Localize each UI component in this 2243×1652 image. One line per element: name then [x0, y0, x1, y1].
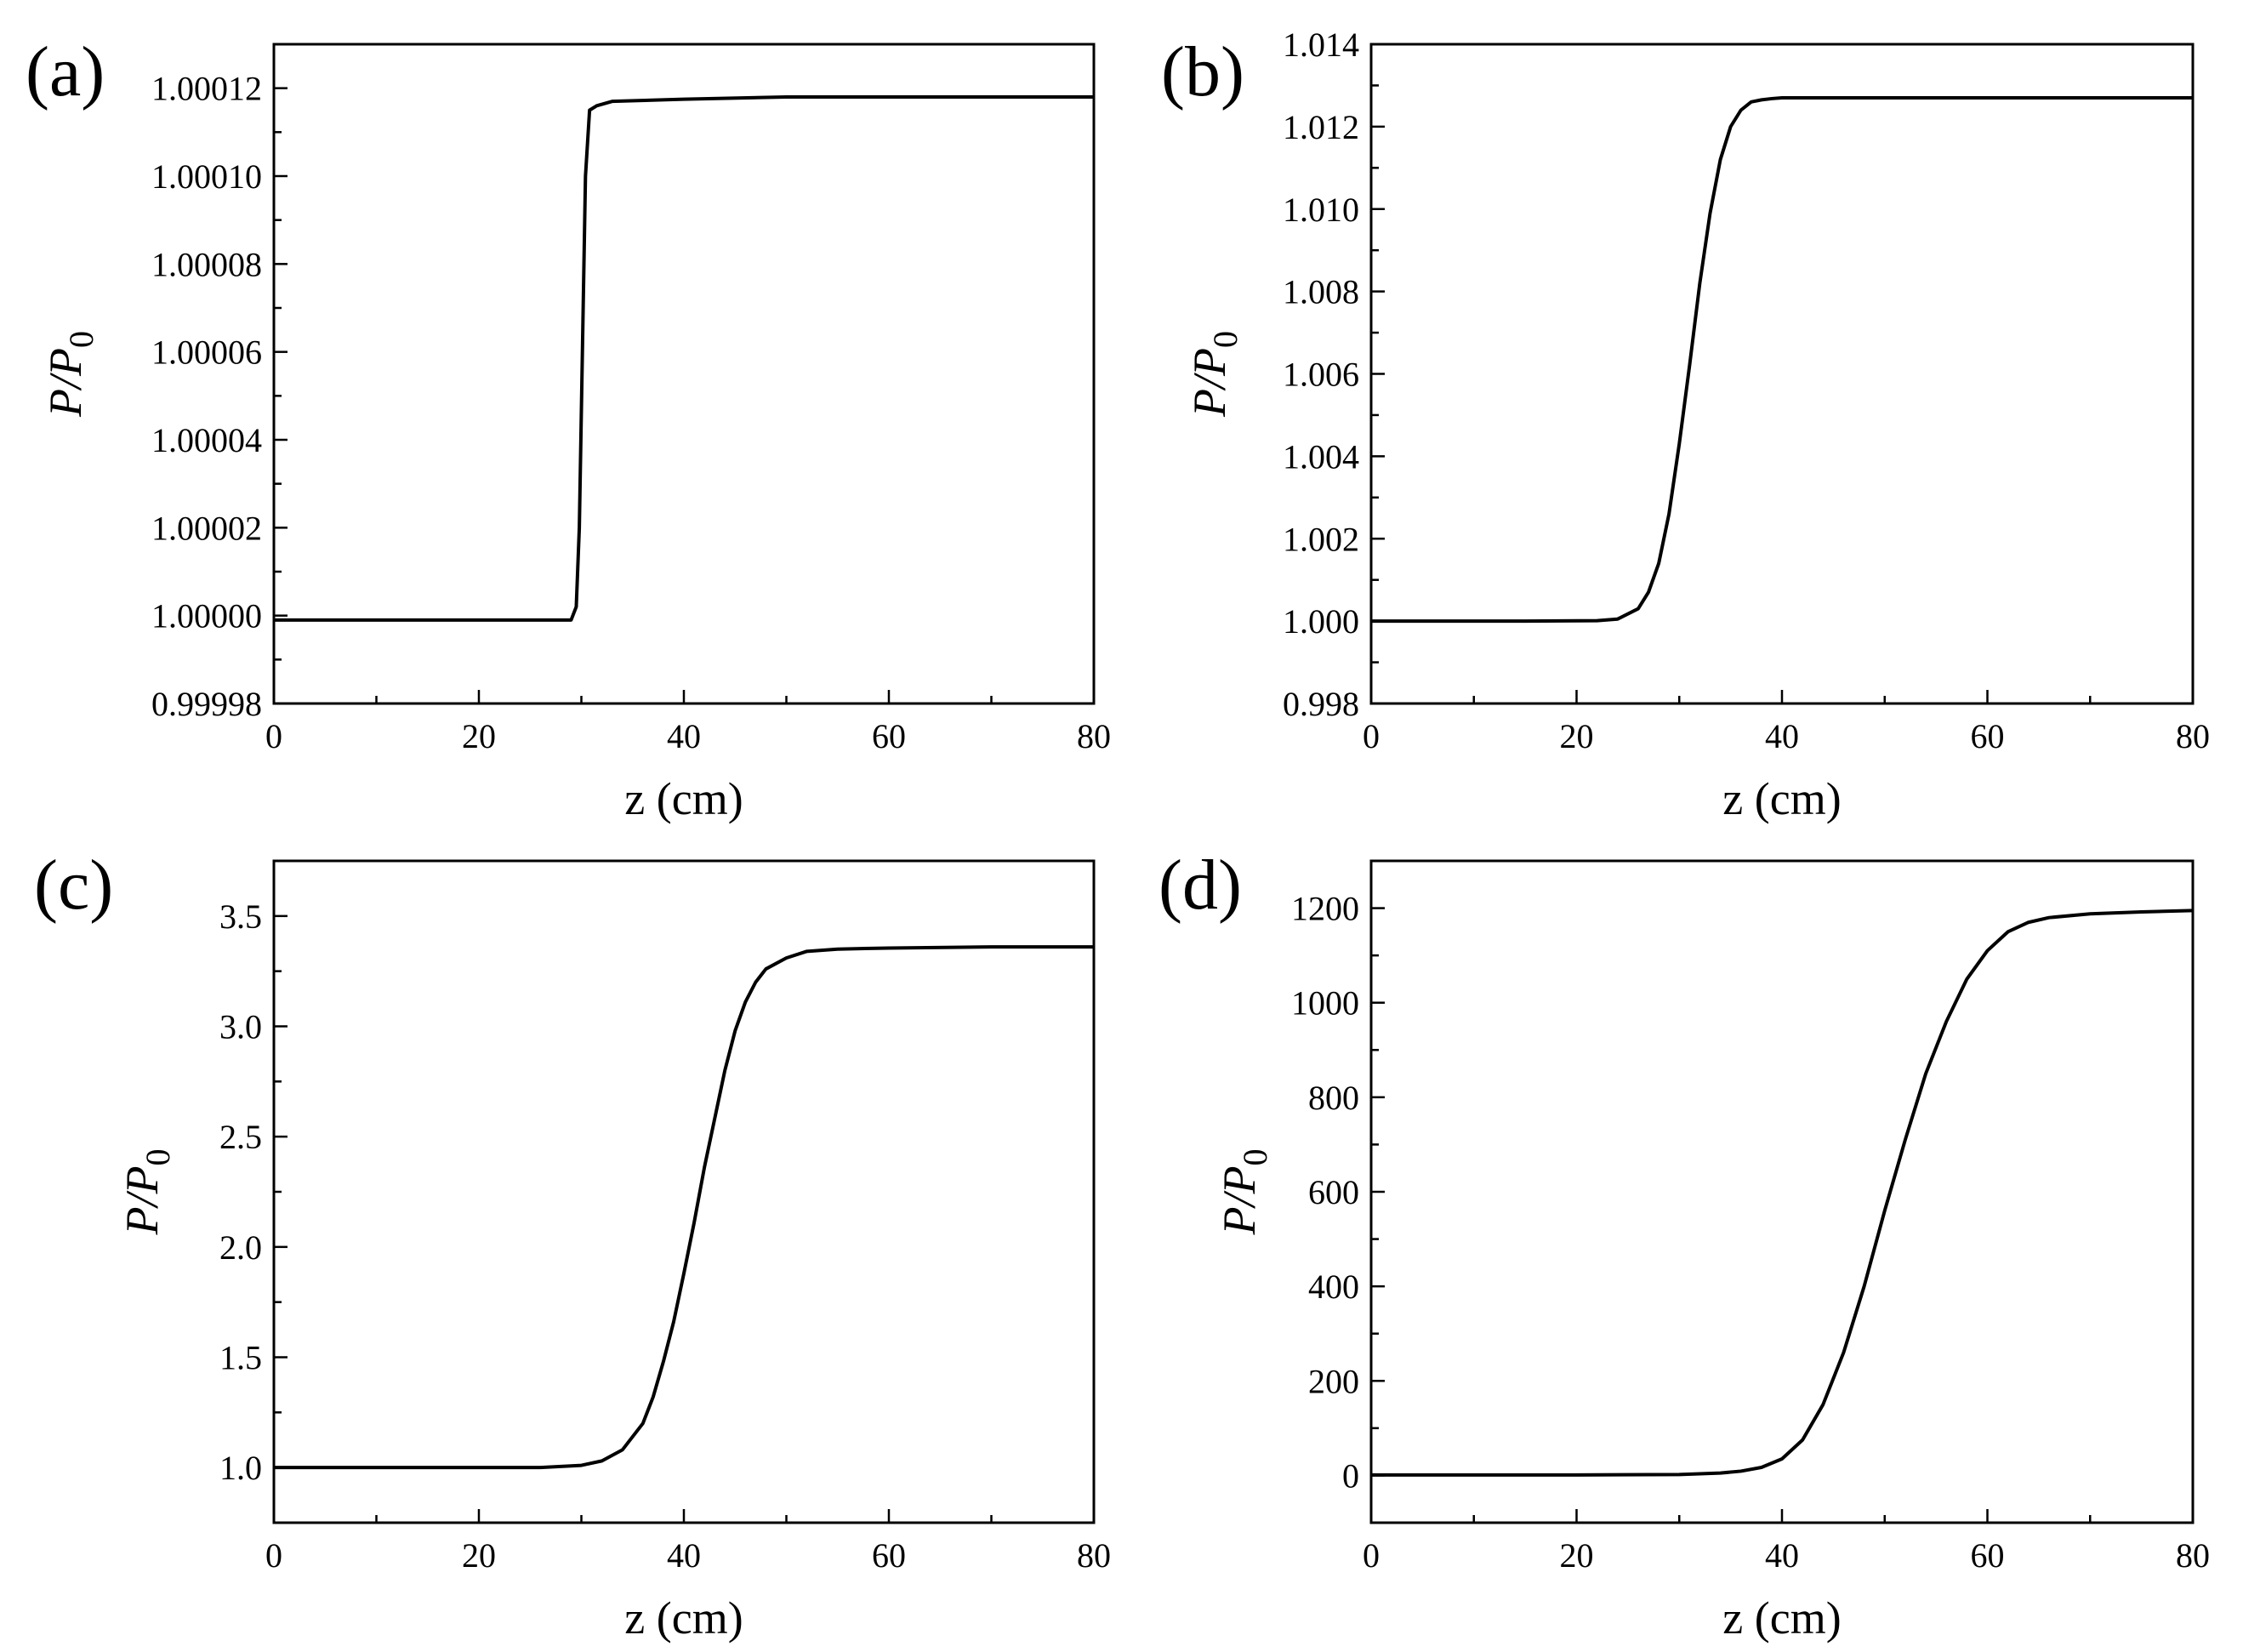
y-tick-label: 1.00004 — [151, 421, 262, 459]
y-tick-label: 2.5 — [219, 1118, 262, 1156]
x-tick-label: 40 — [667, 1536, 701, 1575]
y-tick-label: 600 — [1308, 1173, 1359, 1211]
chart-panel-1: 0 20 40 60 80 0.99998 1.00000 1.00002 1.00004 1.0… — [26, 32, 1111, 824]
y-tick-label: 0 — [1342, 1456, 1359, 1495]
y-tick-label: 1200 — [1291, 890, 1359, 928]
plot-frame — [272, 43, 1096, 705]
y-axis-title-main: P/P — [1184, 348, 1235, 418]
panel-label: (b) — [1161, 32, 1244, 111]
x-tick-label: 0 — [1363, 717, 1380, 755]
y-axis-title-subscript: 0 — [62, 331, 100, 348]
y-tick-label: 1000 — [1291, 984, 1359, 1023]
y-axis-title-main: P/P — [40, 348, 91, 418]
plot-frame — [1369, 859, 2195, 1524]
series-line — [274, 945, 1094, 1470]
y-tick-label: 1.002 — [1283, 520, 1359, 558]
x-axis-title: z (cm) — [1722, 773, 1841, 824]
x-tick-label: 40 — [1765, 1536, 1799, 1575]
y-tick-label: 1.00010 — [151, 157, 262, 196]
y-axis-title-main: P/P — [1214, 1166, 1265, 1236]
x-tick-label: 0 — [1363, 1536, 1380, 1575]
y-tick-label: 1.006 — [1283, 356, 1359, 394]
x-tick-label: 40 — [667, 717, 701, 755]
x-tick-label: 20 — [1560, 1536, 1594, 1575]
y-axis-title: P/P0 — [117, 1149, 177, 1236]
y-tick-label: 1.008 — [1283, 273, 1359, 311]
x-tick-label: 60 — [1971, 717, 2005, 755]
y-tick-label: 3.5 — [219, 897, 262, 936]
series-line — [1371, 95, 2193, 624]
y-axis-title: P/P0 — [40, 331, 100, 418]
plot-frame — [1369, 43, 2195, 705]
x-tick-label: 80 — [2176, 717, 2210, 755]
y-tick-label: 400 — [1308, 1267, 1359, 1306]
x-axis-title: z (cm) — [1722, 1592, 1841, 1643]
x-tick-label: 80 — [1077, 1536, 1111, 1575]
y-tick-label: 0.998 — [1283, 685, 1359, 723]
x-tick-label: 0 — [265, 1536, 282, 1575]
y-tick-label: 0.99998 — [151, 685, 262, 723]
y-tick-label: 1.5 — [219, 1339, 262, 1377]
x-tick-label: 80 — [1077, 717, 1111, 755]
x-tick-label: 80 — [2176, 1536, 2210, 1575]
chart-panel-3: 0 20 40 60 801.01.52.02.53.03.5z (cm)P/P0(c) — [34, 846, 1111, 1643]
x-tick-label: 40 — [1765, 717, 1799, 755]
x-tick-label: 60 — [1971, 1536, 2005, 1575]
x-tick-label: 60 — [872, 717, 906, 755]
plot-frame — [272, 859, 1096, 1524]
y-axis-title-subscript: 0 — [1236, 1149, 1274, 1166]
series-line — [1371, 909, 2194, 1477]
y-axis-title-main: P/P — [117, 1166, 168, 1236]
y-tick-label: 800 — [1308, 1079, 1359, 1117]
y-axis-title-subscript: 0 — [1206, 331, 1244, 348]
chart-panel-2: 0 20 40 60 80 0.998 1.000 1.002 1.004 1.006 1.008 1… — [1161, 26, 2210, 824]
y-tick-label: 1.00006 — [151, 333, 262, 372]
y-tick-label: 1.00002 — [151, 509, 262, 547]
panel-label: (c) — [34, 846, 113, 925]
y-tick-label: 1.010 — [1283, 191, 1359, 229]
y-tick-label: 1.0 — [219, 1449, 262, 1487]
y-axis-title-subscript: 0 — [139, 1149, 177, 1166]
y-tick-label: 200 — [1308, 1362, 1359, 1400]
panel-label: (a) — [26, 32, 105, 111]
x-tick-label: 0 — [265, 717, 282, 755]
y-tick-label: 1.012 — [1283, 108, 1359, 146]
y-tick-label: 1.004 — [1283, 437, 1359, 476]
y-tick-label: 1.000 — [1283, 602, 1359, 641]
x-axis-title: z (cm) — [624, 773, 743, 824]
y-tick-label: 1.00012 — [151, 70, 262, 108]
x-axis-title: z (cm) — [624, 1592, 743, 1643]
x-tick-label: 60 — [872, 1536, 906, 1575]
panel-label: (d) — [1159, 846, 1242, 925]
y-axis-title: P/P0 — [1214, 1149, 1274, 1236]
x-tick-label: 20 — [462, 717, 496, 755]
y-axis-title: P/P0 — [1184, 331, 1244, 418]
y-tick-label: 3.0 — [219, 1008, 262, 1046]
x-tick-label: 20 — [462, 1536, 496, 1575]
y-tick-label: 1.00008 — [151, 245, 262, 283]
y-tick-label: 2.0 — [219, 1228, 262, 1267]
y-tick-label: 1.00000 — [151, 597, 262, 635]
series-line — [274, 95, 1094, 622]
x-tick-label: 20 — [1560, 717, 1594, 755]
y-tick-label: 1.014 — [1283, 26, 1359, 64]
